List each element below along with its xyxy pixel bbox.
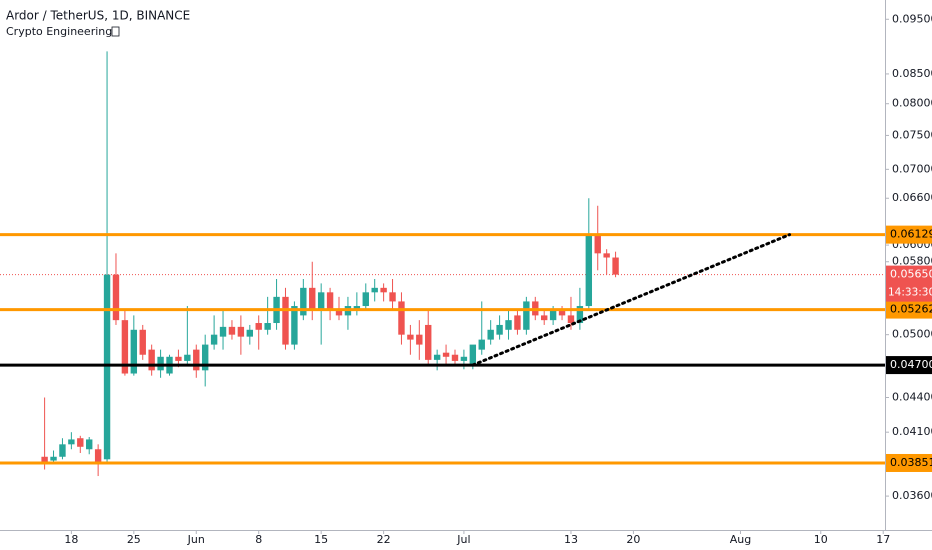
level-label-bg <box>886 225 932 244</box>
x-tick-label: 15 <box>314 533 328 546</box>
candle-body <box>148 349 155 371</box>
candle-body <box>237 326 245 337</box>
x-tick-label: Aug <box>730 533 751 546</box>
x-tick-label: Jun <box>187 533 205 546</box>
x-tick-label: 13 <box>564 533 578 546</box>
candle-body <box>558 310 566 316</box>
trendline <box>471 233 792 367</box>
x-tick-label: 10 <box>814 533 828 546</box>
candle-body <box>103 274 111 460</box>
candle-body <box>567 315 575 324</box>
candle-body <box>362 292 369 307</box>
candle-body <box>487 329 494 340</box>
candle-body <box>282 296 289 345</box>
candle-body <box>77 438 84 447</box>
candle-body <box>389 292 396 302</box>
candle-body <box>603 253 610 258</box>
candle-body <box>291 306 298 345</box>
indicator-icon <box>111 26 120 37</box>
candle-body <box>300 287 307 316</box>
candle-body <box>398 301 405 335</box>
candle-body <box>219 326 227 337</box>
candle-body <box>112 274 120 321</box>
candle-body <box>94 449 102 462</box>
candle-body <box>442 352 450 357</box>
candle-body <box>130 329 138 374</box>
chart-title: Ardor / TetherUS, 1D, BINANCE <box>6 9 190 23</box>
candle-body <box>469 344 477 366</box>
candle-body <box>549 310 557 321</box>
candle-body <box>255 323 262 330</box>
candle-body <box>576 306 584 324</box>
x-tick-label: 8 <box>255 533 262 546</box>
candle-body <box>184 354 191 361</box>
candle-body <box>612 257 619 275</box>
candle-body <box>201 344 209 371</box>
candle-body <box>541 315 548 321</box>
candle-body <box>139 329 146 355</box>
candle-body <box>425 324 432 360</box>
candle-body <box>460 356 468 361</box>
candle-body <box>210 334 218 345</box>
candle-body <box>594 235 601 254</box>
candle-body <box>121 320 129 374</box>
candle-body <box>433 354 441 360</box>
level-label-bg <box>886 453 932 472</box>
candle-body <box>317 292 325 311</box>
level-label-bg <box>886 356 932 375</box>
level-label: 0.03851 <box>890 456 932 469</box>
x-tick-label: 17 <box>876 533 890 546</box>
candle-body <box>585 235 593 307</box>
countdown-label: 14:33:30 <box>888 287 932 299</box>
candle-body <box>451 354 459 361</box>
candle-body <box>523 301 530 330</box>
candle-body <box>68 439 75 445</box>
candle-body <box>380 287 387 293</box>
candle-body <box>50 456 57 461</box>
candle-body <box>407 334 414 340</box>
level-label: 0.06129 <box>890 228 932 241</box>
candle-body <box>309 287 316 311</box>
x-tick-label: 25 <box>127 533 141 546</box>
x-tick-label: 22 <box>377 533 391 546</box>
candle-body <box>264 323 271 330</box>
candle-body <box>326 292 334 311</box>
candle-body <box>228 326 236 335</box>
last-price-label-bg <box>886 265 932 302</box>
x-tick-label: 18 <box>64 533 78 546</box>
y-tick-label: 0.09500 <box>892 12 932 25</box>
level-label: 0.04700 <box>890 358 932 371</box>
candle-body <box>514 315 521 330</box>
indicator-label: Crypto Engineering <box>6 25 112 38</box>
candle-body <box>157 356 164 371</box>
candle-body <box>86 439 93 450</box>
candle-body <box>371 287 378 293</box>
candle-body <box>335 310 343 316</box>
candle-body <box>505 320 512 330</box>
candle-body <box>59 444 66 457</box>
candle-body <box>416 334 423 345</box>
x-tick-label: 20 <box>626 533 640 546</box>
candle-body <box>41 456 48 462</box>
candle-body <box>478 339 485 350</box>
level-label-bg <box>886 300 932 319</box>
level-label: 0.05262 <box>890 303 932 316</box>
candle-body <box>175 356 182 361</box>
x-tick-label: Jul <box>456 533 470 546</box>
candle-body <box>193 349 200 371</box>
candle-body <box>246 329 253 337</box>
candle-body <box>496 324 503 335</box>
last-price-label: 0.05650 <box>890 268 932 281</box>
